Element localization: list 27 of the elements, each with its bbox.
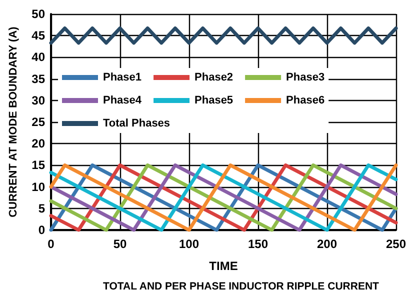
y-tick-label: 20: [32, 136, 46, 151]
y-tick-label: 50: [32, 7, 46, 21]
legend-label: Phase3: [286, 72, 325, 84]
y-tick-label: 40: [32, 50, 46, 64]
y-tick-label: 25: [32, 115, 46, 129]
legend-label: Total Phases: [103, 118, 170, 130]
x-tick-label: 200: [316, 237, 338, 251]
legend-label: Phase2: [194, 72, 234, 84]
x-tick-label: 100: [178, 237, 200, 251]
y-tick-label: 10: [32, 180, 46, 194]
x-tick-label: 50: [113, 237, 127, 251]
y-tick-label: 45: [32, 28, 46, 43]
y-tick-label: 5: [38, 201, 46, 216]
legend-label: Phase1: [103, 72, 142, 84]
text: TOTAL AND PER PHASE INDUCTOR RIPPLE CURRENT: [103, 280, 380, 292]
x-tick-label: 150: [248, 237, 268, 251]
x-axis-title: TIME: [209, 259, 238, 273]
legend-label: Phase5: [194, 94, 234, 106]
legend-label: Phase4: [103, 94, 142, 106]
y-tick-label: 30: [32, 93, 46, 108]
y-axis-title: CURRENT AT MODE BOUNDARY (A): [8, 26, 20, 218]
y-tick-label: 15: [32, 158, 46, 172]
x-tick-label: 0: [48, 237, 55, 251]
x-tick-label: 250: [386, 237, 406, 251]
legend-label: Phase6: [286, 94, 325, 106]
y-tick-label: 0: [38, 223, 46, 237]
y-tick-label: 35: [32, 72, 46, 86]
